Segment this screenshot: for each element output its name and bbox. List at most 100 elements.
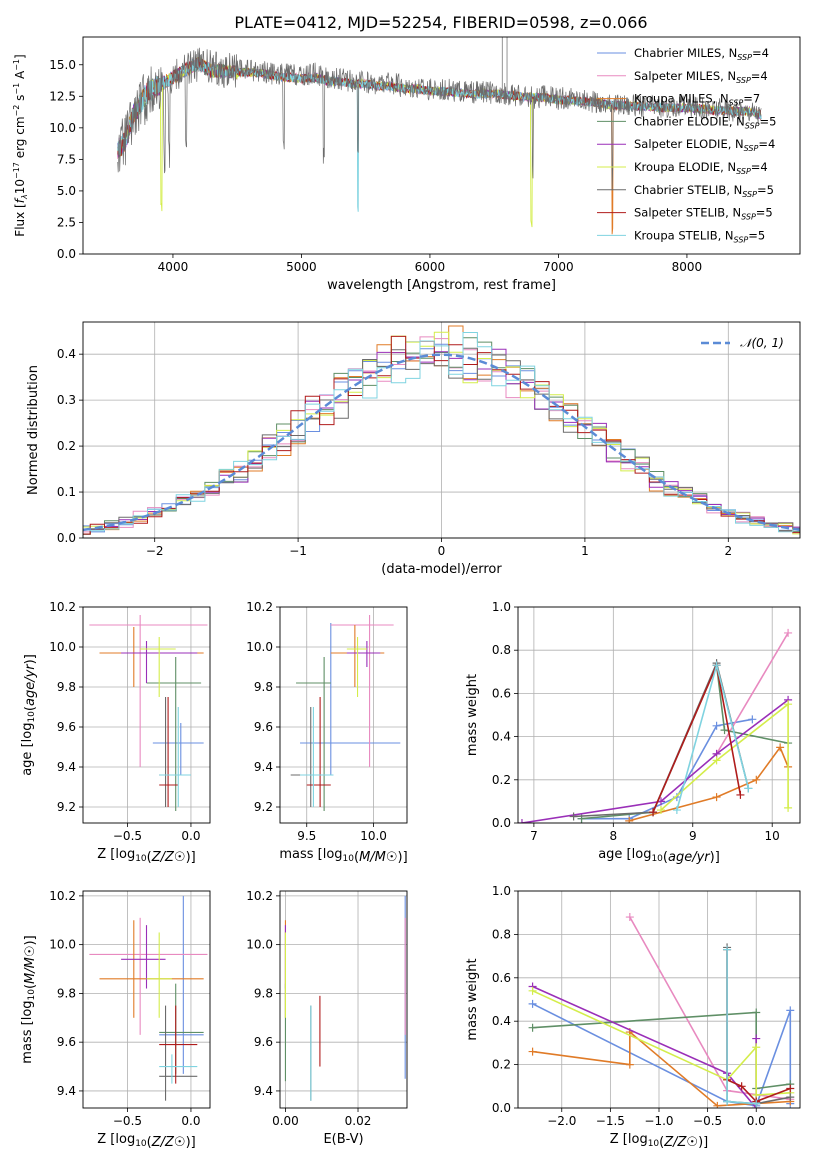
weight-marker xyxy=(712,756,721,765)
y-tick-label: 2.5 xyxy=(57,215,76,229)
label-part: =7 xyxy=(743,92,760,106)
label-part: SSP xyxy=(736,167,751,176)
label-part: )] xyxy=(710,850,720,865)
x-tick-label: 9.5 xyxy=(297,829,316,843)
weight-vs-Z-panel: −2.0 −1.5 −1.0 −0.5 0.0 0.0 0.2 0.4 0.6 0.8 1.0 Z [… xyxy=(465,884,801,1150)
y-tick-label: 10.0 xyxy=(49,938,76,952)
x-tick-label: 7 xyxy=(530,829,538,843)
x-tick-label: 0.0 xyxy=(747,1114,766,1128)
axes-frame xyxy=(517,606,801,824)
label-part: ( xyxy=(659,1135,664,1150)
y-tick-label: 7.5 xyxy=(57,152,76,166)
y-tick-label: 0.4 xyxy=(492,1014,511,1028)
label-part: Salpeter STELIB, N xyxy=(634,206,741,220)
weight-series xyxy=(518,628,793,823)
legend-entry: Kroupa ELODIE, NSSP=4 xyxy=(634,160,768,176)
y-tick-label: 10.2 xyxy=(49,889,76,903)
weight-marker xyxy=(776,743,785,752)
x-axis-label: Z [log10(Z/Z☉)] xyxy=(610,1132,709,1150)
x-tick-label: −1.0 xyxy=(644,1114,673,1128)
residuals-panel: −2 −1 0 1 2 0.0 0.1 0.2 0.3 0.4 (data-model)/error… xyxy=(26,321,801,577)
weight-marker xyxy=(786,1093,795,1102)
weight-marker xyxy=(649,808,658,817)
weight-marker xyxy=(712,793,721,802)
label-part: Normed distribution xyxy=(26,365,41,495)
label-part: (data-model)/error xyxy=(381,562,502,577)
histogram-step-line xyxy=(83,331,800,535)
y-tick-label: 0.8 xyxy=(492,643,511,657)
label-part: Z [ xyxy=(97,847,115,862)
y-tick-label: 0.2 xyxy=(57,439,76,453)
label-part: )] xyxy=(186,850,196,865)
label-part: ] xyxy=(13,54,27,59)
label-part: SSP xyxy=(741,213,756,222)
label-part: SSP xyxy=(729,99,744,108)
label-part: log xyxy=(632,847,652,862)
x-tick-label: −2 xyxy=(146,544,164,558)
label-part: Kroupa ELODIE, N xyxy=(634,160,736,174)
label-part: λ xyxy=(20,194,29,200)
y-tick-label: 9.8 xyxy=(57,986,76,1000)
y-tick-label: 12.5 xyxy=(49,89,76,103)
label-part: =5 xyxy=(756,206,773,220)
label-part: Chabrier ELODIE, N xyxy=(634,114,745,128)
y-tick-label: 0.0 xyxy=(57,247,76,261)
y-axis-label: mass weight xyxy=(465,958,480,1040)
label-part: −1 xyxy=(12,83,21,95)
x-tick-label: −0.5 xyxy=(113,1114,142,1128)
mass-vs-Z-panel: −0.5 0.09.49.69.810.010.2Z [log10(Z/Z☉)]m… xyxy=(20,889,211,1150)
x-axis-label: Z [log10(Z/Z☉)] xyxy=(97,847,196,865)
age-vs-Z-panel: −0.5 0.09.29.49.69.810.010.2Z [log10(Z/Z☉… xyxy=(20,600,211,865)
x-axis-label: age [log10(age/yr)] xyxy=(598,847,720,865)
weight-marker xyxy=(752,1008,761,1017)
y-tick-label: 9.4 xyxy=(57,1084,76,1098)
label-part: −2 xyxy=(12,105,21,117)
weight-marker xyxy=(569,812,578,821)
x-tick-label: 10.0 xyxy=(360,829,387,843)
y-tick-label: 10.2 xyxy=(246,600,273,614)
axes-frame xyxy=(279,890,408,1109)
weight-marker xyxy=(528,1023,537,1032)
label-part: erg cm xyxy=(13,116,27,162)
grid-lines xyxy=(280,606,407,823)
y-tick-label: 0.0 xyxy=(492,1101,511,1115)
weight-marker xyxy=(737,1082,746,1091)
label-part: log xyxy=(628,1132,648,1147)
label-part: )] xyxy=(698,1135,708,1150)
grid-lines xyxy=(83,606,210,823)
y-tick-label: 10.2 xyxy=(49,600,76,614)
x-tick-label: −0.5 xyxy=(693,1114,722,1128)
errorbar-series xyxy=(89,615,208,811)
label-part: wavelength [Angstrom, rest frame] xyxy=(327,278,556,293)
y-axis-label: mass [log10(M/M☉)] xyxy=(20,935,38,1063)
spectrum-series xyxy=(117,37,762,235)
y-tick-label: 10.2 xyxy=(246,889,273,903)
weight-marker xyxy=(713,1101,722,1108)
weight-marker xyxy=(784,628,793,637)
x-tick-label: 8000 xyxy=(672,260,703,274)
label-part: 10 xyxy=(27,989,37,1001)
weight-marker xyxy=(736,790,745,799)
label-part: =4 xyxy=(751,69,768,83)
x-tick-label: 10 xyxy=(765,829,780,843)
y-tick-label: 10.0 xyxy=(246,640,273,654)
label-part: log xyxy=(20,1000,35,1020)
label-part: Flux [ xyxy=(13,203,27,236)
weight-marker xyxy=(752,1034,761,1043)
weight-line xyxy=(532,985,758,1108)
label-part: ( xyxy=(354,850,359,865)
label-part: mass [ xyxy=(20,1020,35,1063)
y-tick-label: 10.0 xyxy=(49,121,76,135)
label-part: SSP xyxy=(736,76,751,85)
grid-lines xyxy=(83,891,210,1108)
x-tick-label: 7000 xyxy=(543,260,574,274)
weight-marker xyxy=(656,806,665,815)
y-tick-label: 0.0 xyxy=(492,816,511,830)
label-part: 10 xyxy=(27,711,37,723)
weight-line xyxy=(660,702,789,811)
panels: 4000 5000 6000 7000 80000.02.55.07.510.012.5… xyxy=(12,36,801,1150)
legend-entry: Chabrier ELODIE, NSSP=5 xyxy=(634,114,776,130)
label-part: )] xyxy=(186,1135,196,1150)
legend-entry: 𝒩(0, 1) xyxy=(740,336,784,350)
normal-curve xyxy=(83,353,800,532)
